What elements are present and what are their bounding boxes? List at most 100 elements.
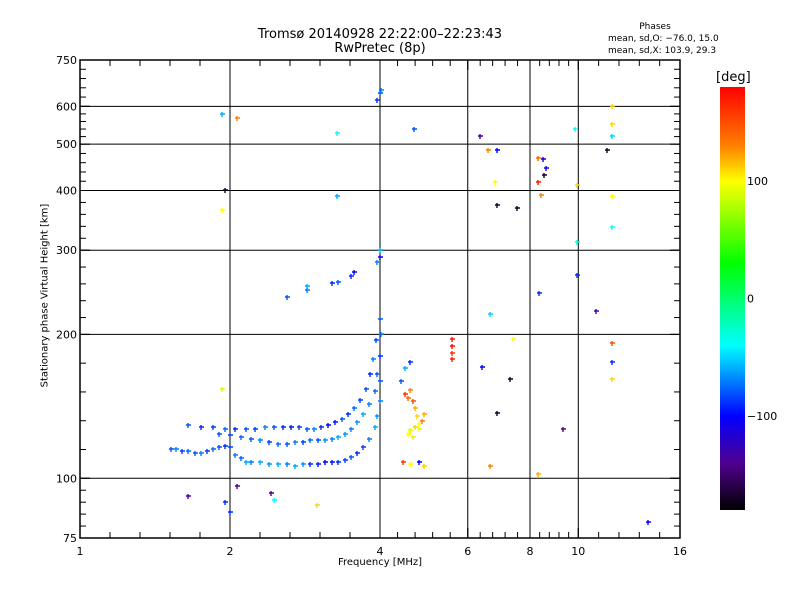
data-point [269, 491, 274, 496]
data-point [301, 440, 306, 445]
data-point [575, 183, 580, 188]
data-point [220, 112, 225, 117]
colorbar-tick-label: 100 [747, 175, 768, 188]
data-point [541, 157, 546, 162]
data-point [361, 412, 366, 417]
data-point [244, 460, 249, 465]
data-point [379, 88, 384, 93]
chart-title: Tromsø 20140928 22:22:00–22:23:43 [257, 27, 503, 42]
data-point [249, 437, 254, 442]
data-point [323, 460, 328, 465]
data-point [199, 451, 204, 456]
data-point [367, 437, 372, 442]
data-point [211, 425, 216, 430]
data-point [180, 449, 185, 454]
data-point [349, 427, 354, 432]
data-point [211, 447, 216, 452]
data-point [511, 337, 516, 342]
data-point [335, 194, 340, 199]
data-point [450, 337, 455, 342]
data-point [217, 432, 222, 437]
data-point [605, 148, 610, 153]
data-point [319, 425, 324, 430]
data-point [408, 388, 413, 393]
data-point [308, 438, 313, 443]
data-point [536, 156, 541, 161]
data-point [272, 425, 277, 430]
phase-stats-heading: Phases [639, 22, 671, 32]
data-point [417, 460, 422, 465]
data-point [220, 387, 225, 392]
data-point [413, 406, 418, 411]
data-point [340, 417, 345, 422]
data-point [610, 122, 615, 127]
data-point [610, 194, 615, 199]
data-point [312, 427, 317, 432]
data-point [186, 423, 191, 428]
data-point [355, 420, 360, 425]
data-point [478, 134, 483, 139]
data-point [417, 427, 422, 432]
data-point [508, 377, 513, 382]
x-axis-label: Frequency [MHz] [337, 557, 423, 568]
data-point [330, 437, 335, 442]
data-point [186, 494, 191, 499]
data-point [293, 440, 298, 445]
data-point [323, 438, 328, 443]
y-tick-label: 200 [56, 328, 77, 341]
data-point [223, 444, 228, 449]
data-point [223, 427, 228, 432]
data-point [610, 377, 615, 382]
data-point [401, 460, 406, 465]
data-point [263, 425, 268, 430]
data-point [258, 460, 263, 465]
data-point [575, 240, 580, 245]
data-point [610, 360, 615, 365]
data-point [379, 332, 384, 337]
data-point [378, 354, 383, 359]
data-point [610, 225, 615, 230]
data-point [336, 460, 341, 465]
data-point [349, 274, 354, 279]
data-point [368, 372, 373, 377]
data-point [199, 425, 204, 430]
data-point [573, 127, 578, 132]
data-point [305, 427, 310, 432]
data-point [406, 432, 411, 437]
data-point [253, 427, 258, 432]
data-point [373, 425, 378, 430]
data-point [186, 449, 191, 454]
data-point [413, 425, 418, 430]
data-point [228, 445, 233, 450]
data-point [537, 291, 542, 296]
data-point [235, 116, 240, 121]
data-point [305, 288, 310, 293]
x-tick-label: 8 [527, 545, 534, 558]
data-point [399, 379, 404, 384]
data-point [406, 396, 411, 401]
data-point [375, 98, 380, 103]
data-point [223, 500, 228, 505]
data-point [575, 273, 580, 278]
data-point [169, 447, 174, 452]
colorbar-label: [deg] [716, 70, 751, 85]
data-point [333, 420, 338, 425]
data-point [276, 442, 281, 447]
data-point [488, 312, 493, 317]
data-point [378, 379, 383, 384]
data-point [233, 453, 238, 458]
colorbar [720, 87, 745, 510]
chart-subtitle: RwPretec (8p) [334, 41, 426, 56]
data-point [239, 456, 244, 461]
data-point [297, 425, 302, 430]
data-point [289, 425, 294, 430]
data-point [495, 148, 500, 153]
data-point [422, 412, 427, 417]
data-point [378, 317, 383, 322]
x-tick-label: 4 [377, 545, 384, 558]
data-point [267, 462, 272, 467]
data-point [174, 447, 179, 452]
data-point [352, 270, 357, 275]
data-point [422, 464, 427, 469]
data-point [330, 281, 335, 286]
